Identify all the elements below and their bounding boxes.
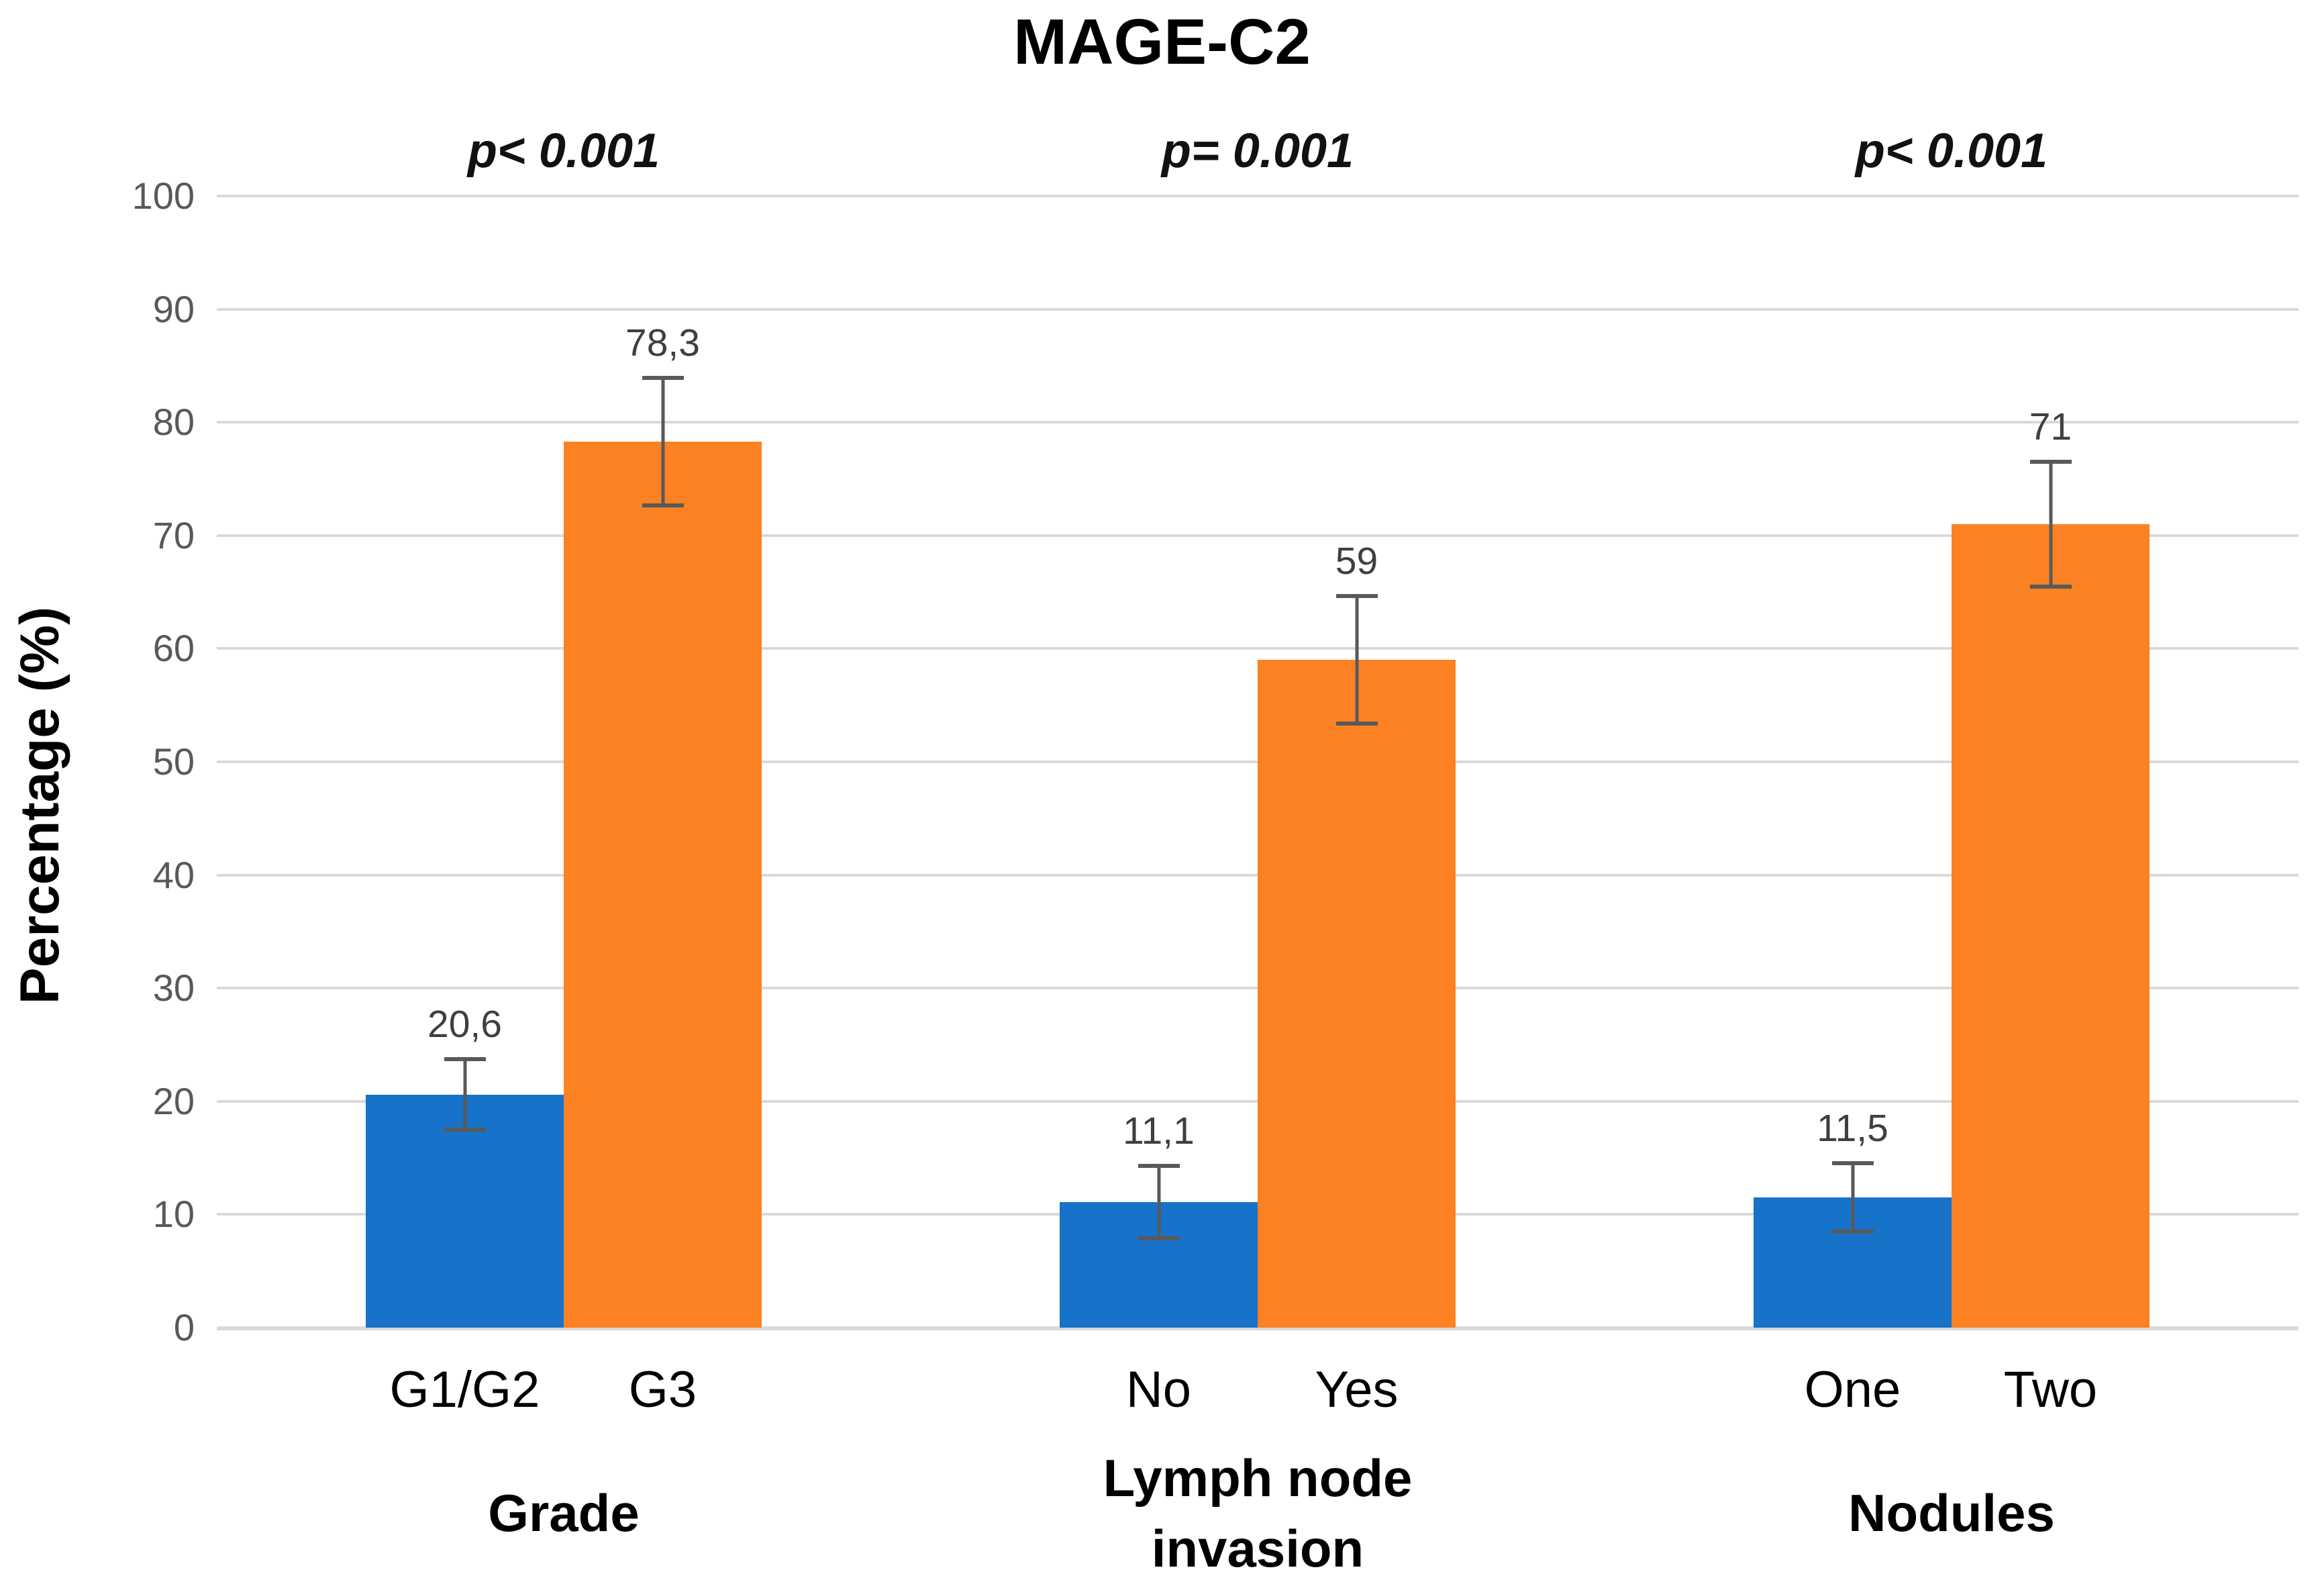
error-bar-one <box>1831 1161 1874 1234</box>
gridline-0 <box>217 1326 2298 1330</box>
error-bar-two <box>2029 459 2072 589</box>
p-value-label-3: p< 0.001 <box>1855 124 2048 178</box>
bar-value-label-yes: 59 <box>1335 540 1378 583</box>
p-value-label-1: p< 0.001 <box>467 124 660 178</box>
y-tick-label-50: 50 <box>152 740 195 783</box>
group-axis-label-3: Nodules <box>1848 1483 2055 1543</box>
error-bar-stem-no <box>1157 1167 1160 1237</box>
bar-two <box>1952 524 2150 1328</box>
error-bar-g1-g2 <box>444 1057 486 1132</box>
gridline-90 <box>217 307 2298 311</box>
bar-g1-g2 <box>366 1094 564 1328</box>
error-bar-stem-two <box>2049 463 2052 585</box>
x-tick-label-two: Two <box>2003 1361 2098 1418</box>
y-tick-label-100: 100 <box>132 175 195 217</box>
error-bar-stem-yes <box>1355 598 1358 722</box>
bar-g3 <box>564 441 762 1328</box>
chart-title: MAGE-C2 <box>1013 6 1311 78</box>
bar-value-label-one: 11,5 <box>1817 1107 1888 1150</box>
gridline-70 <box>217 534 2298 537</box>
gridline-80 <box>217 421 2298 424</box>
bar-yes <box>1258 660 1456 1328</box>
y-tick-label-40: 40 <box>152 853 195 896</box>
bar-value-label-two: 71 <box>2029 405 2072 448</box>
error-bar-g3 <box>642 376 684 507</box>
x-tick-label-one: One <box>1804 1361 1901 1418</box>
group-axis-label-1: Grade <box>488 1483 640 1543</box>
y-tick-label-30: 30 <box>152 967 195 1009</box>
bar-value-label-g3: 78,3 <box>625 322 700 365</box>
plot-area <box>217 195 2298 1330</box>
x-tick-label-yes: Yes <box>1315 1361 1399 1418</box>
y-tick-label-20: 20 <box>152 1079 195 1122</box>
bar-value-label-no: 11,1 <box>1123 1109 1195 1152</box>
y-tick-label-70: 70 <box>152 513 195 556</box>
x-tick-label-no: No <box>1125 1361 1192 1418</box>
y-tick-label-60: 60 <box>152 627 195 670</box>
error-bar-no <box>1138 1163 1180 1241</box>
error-bar-stem-one <box>1851 1165 1854 1230</box>
x-tick-label-g3: G3 <box>628 1361 697 1418</box>
p-value-label-2: p= 0.001 <box>1161 124 1354 178</box>
gridline-60 <box>217 647 2298 650</box>
error-bar-stem-g1-g2 <box>463 1061 466 1128</box>
error-bar-yes <box>1335 594 1378 726</box>
y-tick-label-90: 90 <box>152 287 195 330</box>
y-tick-label-80: 80 <box>152 401 195 444</box>
error-bar-stem-g3 <box>661 380 664 503</box>
x-tick-label-g1-g2: G1/G2 <box>389 1361 540 1418</box>
bar-value-label-g1-g2: 20,6 <box>427 1003 502 1046</box>
group-axis-label-2: Lymph node invasion <box>1103 1448 1413 1578</box>
gridline-100 <box>217 195 2298 197</box>
y-tick-label-0: 0 <box>173 1306 195 1348</box>
y-tick-label-10: 10 <box>152 1193 195 1236</box>
